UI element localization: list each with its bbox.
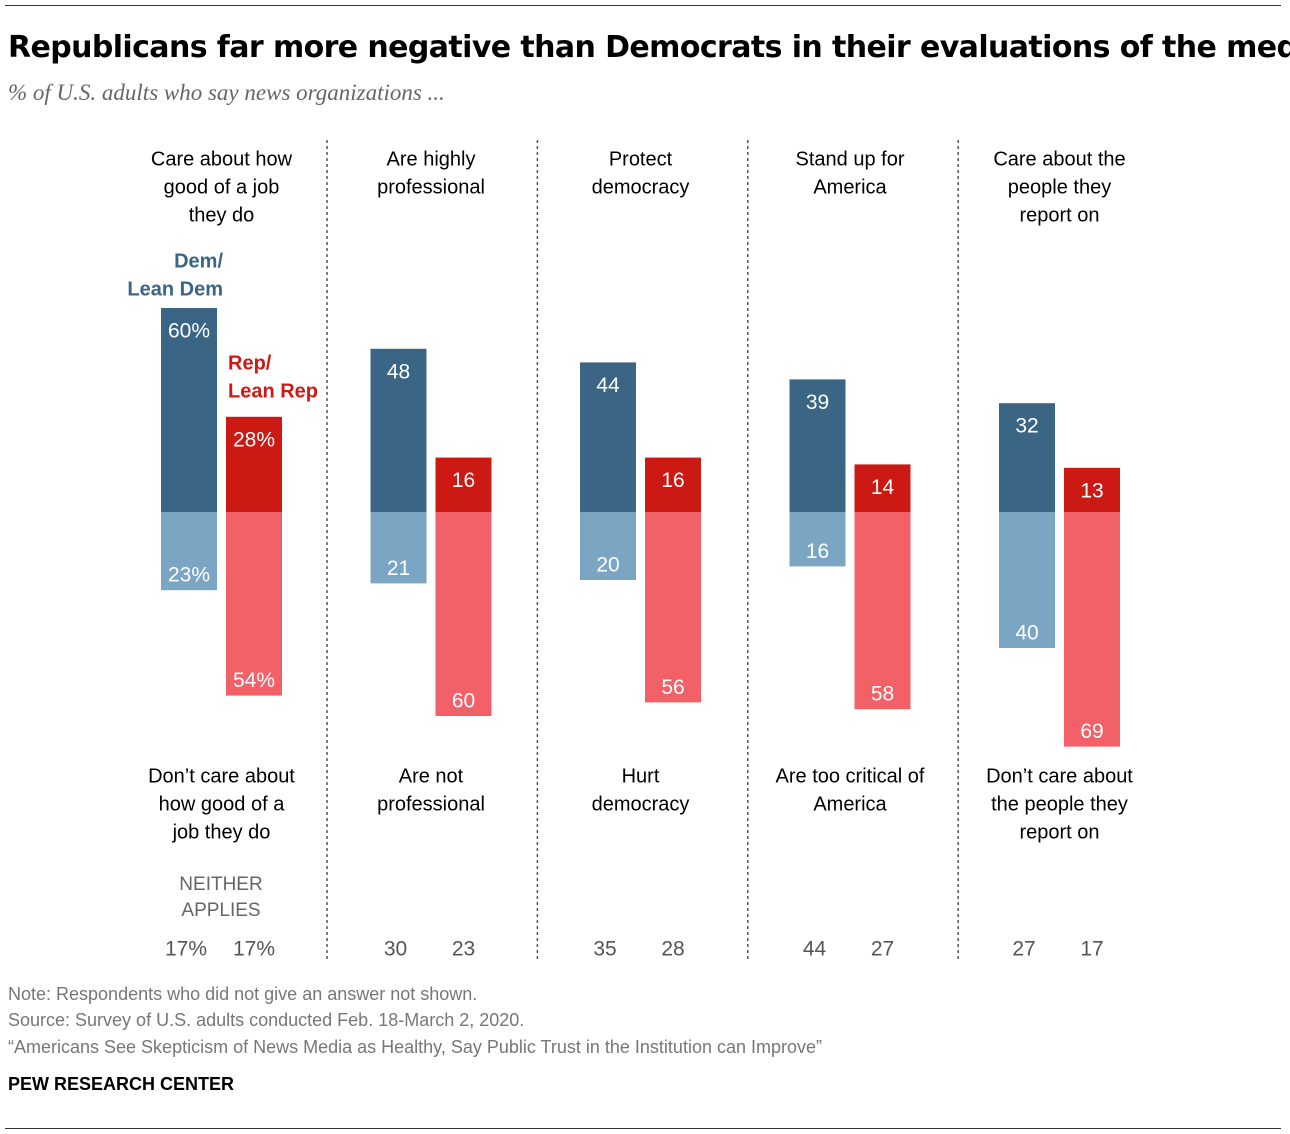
report-title: “Americans See Skepticism of News Media … (8, 1037, 822, 1057)
rep-positive-value: 16 (452, 469, 475, 492)
dem-positive-value: 44 (596, 374, 620, 397)
positive-label: professional (377, 176, 485, 198)
dem-positive-value: 60% (168, 320, 210, 343)
top-rule (5, 5, 1281, 6)
positive-label: Care about the (993, 148, 1125, 170)
dem-neither-value: 30 (384, 938, 407, 961)
negative-label: how good of a (159, 793, 286, 815)
dem-negative-value: 21 (387, 557, 410, 580)
dem-neither-value: 35 (593, 938, 616, 961)
rep-positive-value: 16 (661, 469, 684, 492)
positive-label: report on (1019, 204, 1099, 226)
rep-positive-bar (854, 464, 911, 512)
legend-rep-line1: Rep/ (228, 352, 272, 374)
rep-positive-bar (645, 457, 701, 512)
dem-negative-value: 23% (168, 564, 210, 587)
dem-positive-value: 32 (1015, 415, 1038, 438)
rep-negative-bar (854, 512, 911, 710)
note: Note: Respondents who did not give an an… (8, 984, 478, 1004)
dem-positive-value: 48 (387, 360, 410, 383)
dem-positive-bar (999, 403, 1055, 512)
negative-label: Don’t care about (148, 765, 295, 787)
bottom-rule (5, 1128, 1281, 1129)
rep-negative-bar (226, 512, 282, 696)
negative-label: Are not (399, 765, 464, 787)
negative-label: democracy (592, 793, 690, 815)
brand-logo-text: PEW RESEARCH CENTER (8, 1074, 235, 1094)
legend-rep-line2: Lean Rep (228, 380, 318, 402)
dem-negative-bar (999, 512, 1055, 648)
rep-neither-value: 17% (233, 938, 275, 961)
dem-negative-value: 40 (1015, 622, 1038, 645)
positive-label: people they (1008, 176, 1111, 198)
legend-dem-line2: Lean Dem (127, 278, 223, 300)
positive-label: democracy (592, 176, 690, 198)
negative-label: Hurt (622, 765, 660, 787)
dem-neither-value: 17% (165, 938, 207, 961)
positive-label: Are highly (387, 148, 476, 170)
neither-label-line1: NEITHER (179, 874, 262, 895)
rep-negative-value: 60 (452, 690, 475, 713)
rep-negative-value: 69 (1080, 720, 1103, 743)
rep-neither-value: 27 (871, 938, 894, 961)
legend-dem-line1: Dem/ (174, 250, 223, 272)
positive-label: America (813, 176, 887, 198)
rep-neither-value: 23 (452, 938, 475, 961)
rep-negative-value: 54% (233, 669, 275, 692)
dem-neither-value: 27 (1012, 938, 1035, 961)
dem-negative-value: 20 (596, 554, 619, 577)
positive-label: Stand up for (796, 148, 905, 170)
dem-negative-bar (580, 512, 636, 580)
dem-positive-value: 39 (806, 391, 829, 414)
dem-neither-value: 44 (803, 938, 827, 961)
rep-neither-value: 28 (661, 938, 684, 961)
rep-negative-value: 58 (871, 683, 894, 706)
rep-positive-bar (1064, 467, 1120, 512)
positive-label: Care about how (151, 148, 293, 170)
rep-negative-bar (645, 512, 701, 703)
rep-positive-value: 28% (233, 428, 275, 451)
neither-label-line2: APPLIES (181, 900, 260, 921)
dem-positive-bar (370, 348, 427, 512)
dem-positive-bar (161, 308, 217, 512)
chart-title: Republicans far more negative than Democ… (8, 30, 1290, 65)
rep-negative-bar (435, 512, 492, 716)
dem-negative-bar (370, 512, 427, 584)
dem-negative-bar (161, 512, 217, 591)
dem-positive-bar (789, 379, 846, 512)
rep-negative-bar (1064, 512, 1120, 747)
rep-positive-value: 13 (1080, 479, 1103, 502)
negative-label: professional (377, 793, 485, 815)
rep-positive-bar (435, 457, 492, 512)
chart-subtitle: % of U.S. adults who say news organizati… (8, 80, 445, 105)
positive-label: they do (189, 204, 255, 226)
negative-label: America (813, 793, 887, 815)
rep-positive-bar (226, 416, 282, 512)
positive-label: good of a job (164, 176, 280, 198)
rep-neither-value: 17 (1080, 938, 1103, 961)
negative-label: job they do (172, 821, 271, 843)
dem-negative-bar (789, 512, 846, 567)
source: Source: Survey of U.S. adults conducted … (8, 1010, 525, 1030)
rep-negative-value: 56 (661, 676, 684, 699)
negative-label: the people they (991, 793, 1128, 815)
negative-label: Don’t care about (986, 765, 1133, 787)
negative-label: report on (1019, 821, 1099, 843)
rep-positive-value: 14 (871, 476, 895, 499)
negative-label: Are too critical of (776, 765, 925, 787)
positive-label: Protect (609, 148, 673, 170)
dem-negative-value: 16 (806, 540, 829, 563)
dem-positive-bar (580, 362, 636, 512)
